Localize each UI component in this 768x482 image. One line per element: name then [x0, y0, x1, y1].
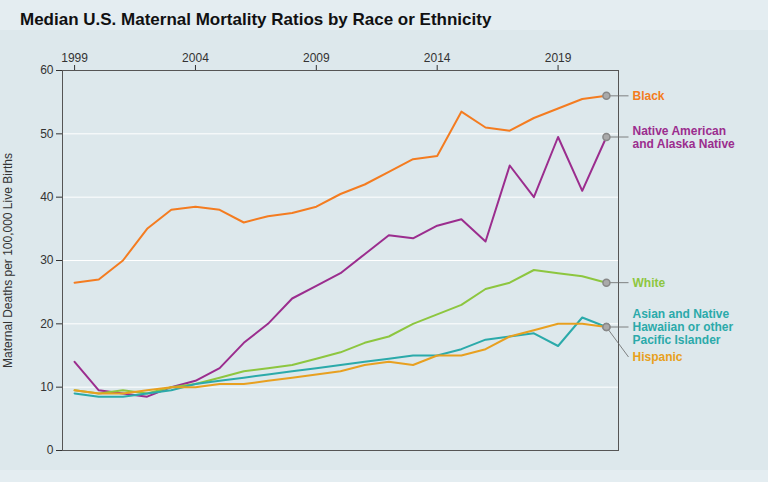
svg-text:2009: 2009	[303, 51, 330, 65]
svg-text:2014: 2014	[424, 51, 451, 65]
svg-text:2004: 2004	[182, 51, 209, 65]
svg-text:10: 10	[40, 380, 54, 394]
svg-text:2019: 2019	[545, 51, 572, 65]
svg-text:Hispanic: Hispanic	[633, 350, 683, 364]
svg-text:Black: Black	[633, 89, 665, 103]
svg-text:0: 0	[47, 443, 54, 457]
svg-text:60: 60	[40, 63, 54, 77]
svg-text:40: 40	[40, 190, 54, 204]
svg-text:1999: 1999	[61, 51, 88, 65]
svg-text:30: 30	[40, 253, 54, 267]
html-text:Median U.S. Maternal Mortality: Median U.S. Maternal Mortality Ratios by…	[20, 10, 492, 29]
svg-text:50: 50	[40, 127, 54, 141]
svg-text:White: White	[633, 276, 666, 290]
svg-text:Asian and NativeHawaiian or ot: Asian and NativeHawaiian or otherPacific…	[633, 307, 734, 347]
svg-text:Maternal Deaths per 100,000 Li: Maternal Deaths per 100,000 Live Births	[1, 153, 15, 368]
svg-text:20: 20	[40, 317, 54, 331]
svg-text:Native Americanand Alaska Nati: Native Americanand Alaska Native	[633, 124, 736, 151]
